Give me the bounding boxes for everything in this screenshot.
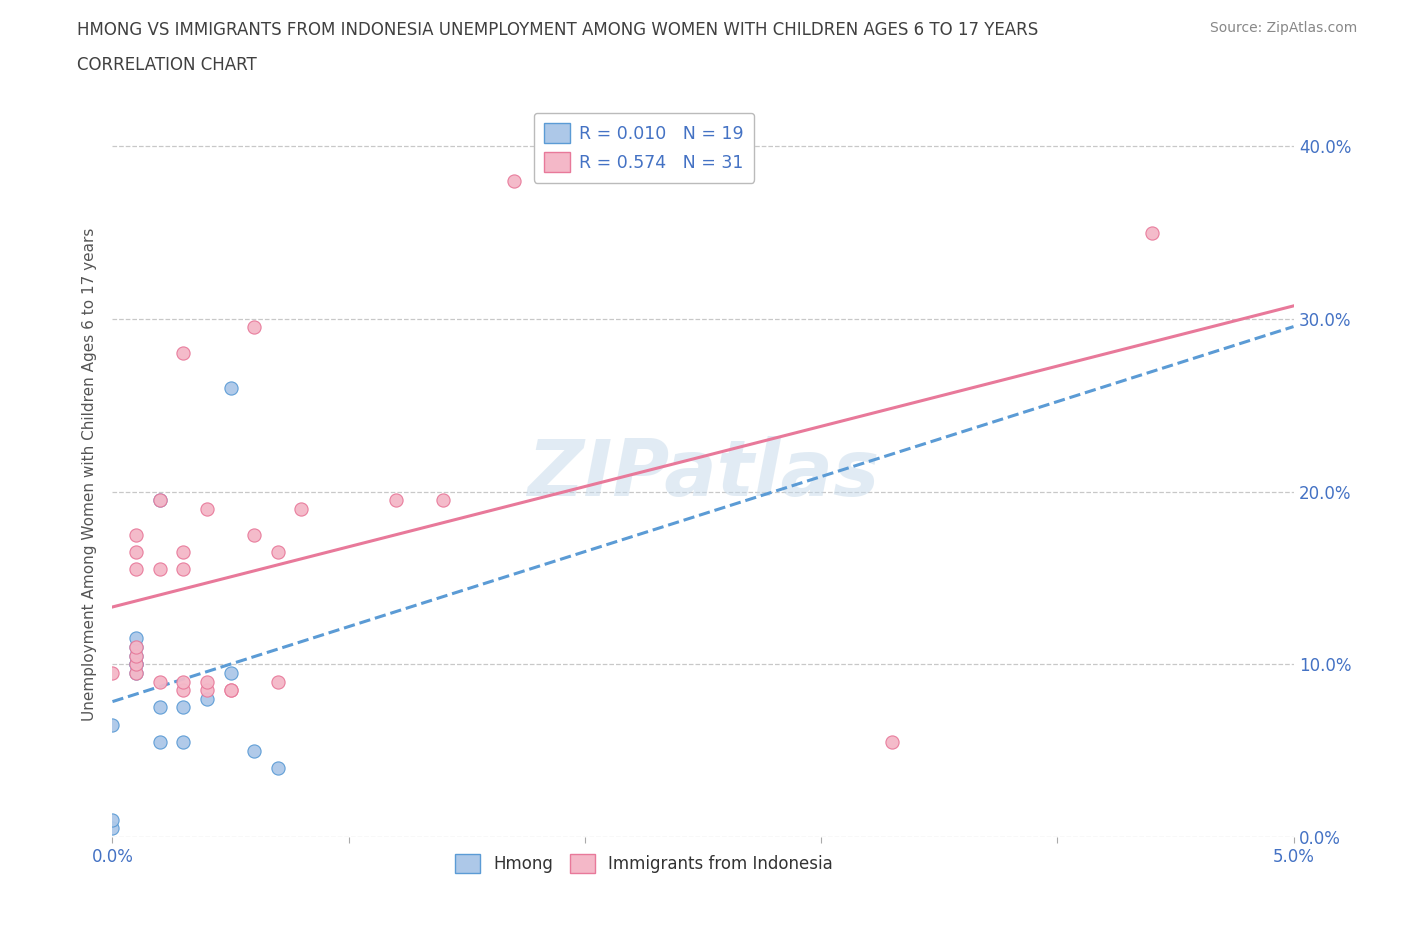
Point bbox=[149, 493, 172, 508]
Point bbox=[267, 761, 290, 776]
Point bbox=[195, 674, 218, 689]
Point bbox=[172, 674, 194, 689]
Point bbox=[125, 657, 148, 671]
Point bbox=[172, 562, 194, 577]
Point bbox=[149, 562, 172, 577]
Point bbox=[243, 527, 266, 542]
Point bbox=[149, 735, 172, 750]
Point bbox=[125, 648, 148, 663]
Point bbox=[432, 493, 454, 508]
Point bbox=[101, 812, 124, 827]
Point bbox=[172, 735, 194, 750]
Point bbox=[385, 493, 408, 508]
Point bbox=[243, 320, 266, 335]
Point bbox=[125, 527, 148, 542]
Point bbox=[101, 717, 124, 732]
Point bbox=[195, 501, 218, 516]
Point bbox=[101, 666, 124, 681]
Point bbox=[219, 683, 242, 698]
Point bbox=[172, 683, 194, 698]
Text: ZIPatlas: ZIPatlas bbox=[527, 436, 879, 512]
Point bbox=[101, 821, 124, 836]
Point bbox=[125, 545, 148, 560]
Point bbox=[219, 683, 242, 698]
Point bbox=[880, 735, 903, 750]
Point bbox=[149, 674, 172, 689]
Point bbox=[125, 657, 148, 671]
Point bbox=[172, 545, 194, 560]
Point bbox=[149, 700, 172, 715]
Point bbox=[172, 346, 194, 361]
Point bbox=[219, 666, 242, 681]
Point bbox=[195, 683, 218, 698]
Point bbox=[267, 674, 290, 689]
Point bbox=[125, 640, 148, 655]
Y-axis label: Unemployment Among Women with Children Ages 6 to 17 years: Unemployment Among Women with Children A… bbox=[82, 228, 97, 721]
Point bbox=[125, 666, 148, 681]
Point bbox=[243, 743, 266, 758]
Point bbox=[503, 173, 526, 188]
Point bbox=[125, 631, 148, 645]
Point bbox=[1140, 225, 1163, 240]
Point bbox=[195, 691, 218, 706]
Point bbox=[219, 380, 242, 395]
Point bbox=[172, 700, 194, 715]
Text: Source: ZipAtlas.com: Source: ZipAtlas.com bbox=[1209, 21, 1357, 35]
Text: CORRELATION CHART: CORRELATION CHART bbox=[77, 56, 257, 73]
Point bbox=[125, 648, 148, 663]
Legend: Hmong, Immigrants from Indonesia: Hmong, Immigrants from Indonesia bbox=[449, 847, 839, 880]
Text: HMONG VS IMMIGRANTS FROM INDONESIA UNEMPLOYMENT AMONG WOMEN WITH CHILDREN AGES 6: HMONG VS IMMIGRANTS FROM INDONESIA UNEMP… bbox=[77, 21, 1039, 39]
Point bbox=[125, 666, 148, 681]
Point bbox=[125, 657, 148, 671]
Point bbox=[125, 640, 148, 655]
Point bbox=[125, 562, 148, 577]
Point bbox=[290, 501, 312, 516]
Point bbox=[267, 545, 290, 560]
Point bbox=[149, 493, 172, 508]
